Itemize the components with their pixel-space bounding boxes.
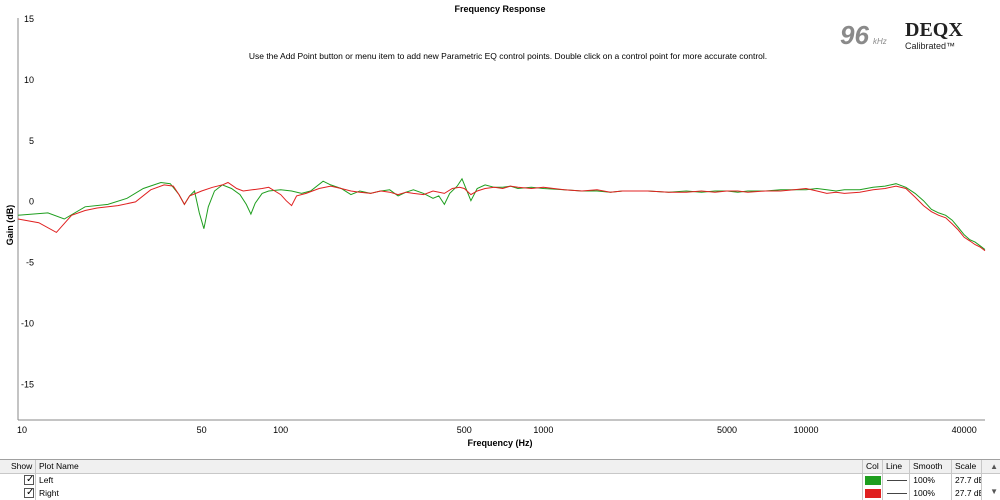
right-color-swatch[interactable] — [865, 489, 881, 498]
x-tick-label: 1000 — [533, 425, 553, 435]
scroll-down-icon[interactable]: ▼ — [990, 487, 998, 496]
legend-row-left[interactable]: Left 100% 27.7 dB — [0, 474, 1000, 487]
legend-header-scale: Scale — [952, 460, 982, 473]
x-tick-label: 5000 — [717, 425, 737, 435]
series-lines — [17, 177, 986, 252]
chart-title: Frequency Response — [454, 4, 545, 14]
frequency-response-chart[interactable]: Frequency Response Use the Add Point but… — [0, 0, 1000, 459]
x-tick-label: 10000 — [794, 425, 819, 435]
legend-show-cell — [8, 474, 36, 487]
legend-header-row: Show Plot Name Col Line Smooth Scale — [0, 460, 1000, 474]
show-right-checkbox[interactable] — [24, 487, 34, 499]
plot-legend-table: Show Plot Name Col Line Smooth Scale Lef… — [0, 459, 1000, 500]
y-tick-label: -15 — [21, 379, 34, 389]
legend-smooth-right[interactable]: 100% — [910, 487, 952, 500]
y-tick-label: -10 — [21, 319, 34, 329]
series-line-right — [17, 181, 986, 252]
logo-brand-sub: Calibrated™ — [905, 41, 955, 51]
legend-header-smooth: Smooth — [910, 460, 952, 473]
legend-row-right[interactable]: Right 100% 27.7 dB — [0, 487, 1000, 500]
legend-plot-name-left: Left — [36, 474, 863, 487]
legend-smooth-left[interactable]: 100% — [910, 474, 952, 487]
x-tick-label: 500 — [457, 425, 472, 435]
right-line-style[interactable] — [887, 493, 907, 494]
y-axis-label: Gain (dB) — [5, 205, 15, 246]
legend-header-line: Line — [883, 460, 910, 473]
y-tick-label: 0 — [29, 197, 34, 207]
y-tick-label: 15 — [24, 14, 34, 24]
y-tick-label: 5 — [29, 136, 34, 146]
legend-color-cell — [863, 487, 883, 500]
chart-hint-text: Use the Add Point button or menu item to… — [249, 51, 767, 61]
legend-line-cell — [883, 487, 910, 500]
scroll-up-icon[interactable]: ▲ — [990, 462, 998, 471]
legend-header-plot-name: Plot Name — [36, 460, 863, 473]
x-tick-label: 40000 — [952, 425, 977, 435]
legend-header-show: Show — [8, 460, 36, 473]
left-line-style[interactable] — [887, 480, 907, 481]
legend-line-cell — [883, 474, 910, 487]
y-tick-labels: 15 10 5 0 -5 -10 -15 — [21, 14, 34, 389]
x-axis-label: Frequency (Hz) — [467, 438, 532, 448]
left-color-swatch[interactable] — [865, 476, 881, 485]
logo-brand: DEQX — [905, 19, 963, 41]
x-tick-label: 10 — [17, 425, 27, 435]
x-tick-label: 100 — [273, 425, 288, 435]
show-left-checkbox[interactable] — [24, 474, 34, 486]
x-tick-labels: 10 50 100 500 1000 5000 10000 40000 — [17, 425, 977, 435]
y-tick-label: -5 — [26, 258, 34, 268]
legend-scale-right[interactable]: 27.7 dB — [952, 487, 982, 500]
x-tick-label: 50 — [197, 425, 207, 435]
deqx-logo: 96 kHz DEQX Calibrated™ — [840, 19, 963, 51]
legend-color-cell — [863, 474, 883, 487]
legend-show-cell — [8, 487, 36, 500]
legend-scale-left[interactable]: 27.7 dB — [952, 474, 982, 487]
logo-sample-rate: 96 — [840, 20, 869, 50]
y-tick-label: 10 — [24, 75, 34, 85]
legend-header-col: Col — [863, 460, 883, 473]
legend-plot-name-right: Right — [36, 487, 863, 500]
logo-sample-rate-unit: kHz — [873, 37, 887, 46]
series-line-left — [17, 177, 986, 250]
